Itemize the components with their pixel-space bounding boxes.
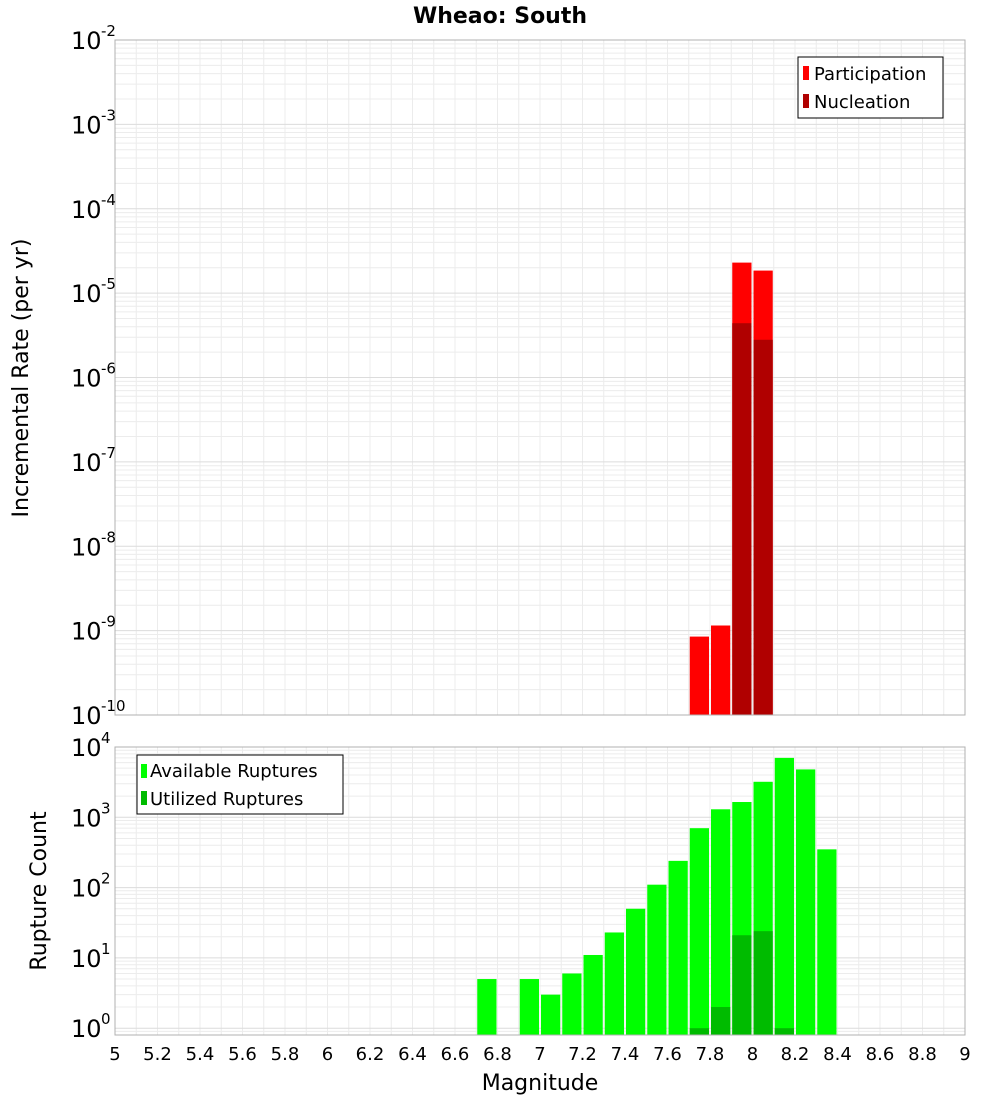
rupture-count-y-axis-label: Rupture Count — [27, 811, 52, 971]
rate-y-tick-label: 10 — [71, 533, 102, 561]
incremental-rate-y-axis-label: Incremental Rate (per yr) — [9, 239, 34, 518]
incremental-rate-panel: 10-210-310-410-510-610-710-810-910-10 In… — [9, 22, 966, 730]
bar-available-ruptures — [647, 884, 667, 1035]
magnitude-x-tick-label: 5.8 — [271, 1044, 300, 1065]
incremental-rate-grid — [115, 40, 965, 715]
rate-y-tick-label: 10 — [71, 280, 102, 308]
legend-swatch-nucleation — [803, 94, 809, 108]
bar-available-ruptures — [796, 769, 816, 1035]
bar-available-ruptures — [604, 932, 624, 1035]
bar-available-ruptures — [626, 908, 646, 1035]
rate-y-tick-exponent: -4 — [101, 191, 116, 209]
bar-nucleation — [732, 323, 752, 715]
count-y-tick-label: 10 — [71, 875, 102, 903]
rate-y-tick-label: 10 — [71, 702, 102, 730]
bar-available-ruptures — [689, 828, 709, 1035]
magnitude-x-tick-label: 5.4 — [186, 1044, 215, 1065]
rupture-count-bars — [477, 757, 837, 1035]
magnitude-x-tick-label: 8.2 — [781, 1044, 810, 1065]
rate-y-tick-exponent: -8 — [101, 528, 116, 546]
bar-available-ruptures — [774, 757, 794, 1035]
incremental-rate-y-ticks: 10-210-310-410-510-610-710-810-910-10 — [71, 22, 126, 730]
magnitude-x-tick-label: 7.6 — [653, 1044, 682, 1065]
legend-swatch-participation — [803, 66, 809, 80]
bar-available-ruptures — [562, 973, 582, 1035]
bar-utilized-ruptures — [753, 931, 773, 1035]
bar-available-ruptures — [583, 954, 603, 1035]
bar-nucleation — [753, 339, 773, 715]
legend-label-available-ruptures: Available Ruptures — [150, 761, 318, 782]
magnitude-x-tick-label: 5 — [109, 1044, 120, 1065]
magnitude-x-tick-label: 8.4 — [823, 1044, 852, 1065]
bar-available-ruptures — [817, 849, 837, 1035]
legend-label-nucleation: Nucleation — [814, 92, 910, 113]
bar-available-ruptures — [519, 979, 539, 1035]
count-y-tick-exponent: 2 — [101, 870, 111, 888]
magnitude-x-tick-label: 7.2 — [568, 1044, 597, 1065]
bar-available-ruptures — [541, 994, 561, 1035]
incremental-rate-bars — [689, 262, 773, 715]
magnitude-x-tick-label: 6.4 — [398, 1044, 427, 1065]
bar-utilized-ruptures — [711, 1007, 731, 1035]
magnitude-x-tick-label: 5.2 — [143, 1044, 172, 1065]
rate-y-tick-exponent: -2 — [101, 22, 116, 40]
magnitude-x-tick-label: 8 — [747, 1044, 758, 1065]
magnitude-x-tick-label: 6 — [322, 1044, 333, 1065]
rate-y-tick-exponent: -7 — [101, 444, 116, 462]
rate-y-tick-label: 10 — [71, 196, 102, 224]
legend-swatch-available-ruptures — [141, 764, 147, 778]
rate-y-tick-label: 10 — [71, 27, 102, 55]
magnitude-x-tick-label: 5.6 — [228, 1044, 257, 1065]
magnitude-x-tick-label: 7 — [534, 1044, 545, 1065]
bar-participation — [711, 625, 731, 715]
rupture-count-legend: Available Ruptures Utilized Ruptures — [136, 754, 344, 815]
bar-utilized-ruptures — [774, 1028, 794, 1035]
magnitude-x-axis-label: Magnitude — [482, 1071, 599, 1096]
rate-y-tick-exponent: -6 — [101, 360, 116, 378]
count-y-tick-exponent: 1 — [101, 940, 111, 958]
count-y-tick-label: 10 — [71, 1015, 102, 1043]
rate-y-tick-label: 10 — [71, 365, 102, 393]
chart-title: Wheao: South — [413, 4, 587, 29]
rate-y-tick-exponent: -10 — [101, 697, 126, 715]
rate-y-tick-exponent: -5 — [101, 275, 116, 293]
rate-y-tick-exponent: -3 — [101, 106, 116, 124]
rupture-count-plot-border — [114, 746, 966, 1036]
bar-utilized-ruptures — [732, 935, 752, 1035]
count-y-tick-exponent: 0 — [101, 1010, 111, 1028]
bar-available-ruptures — [668, 860, 688, 1035]
rate-y-tick-label: 10 — [71, 449, 102, 477]
magnitude-x-tick-label: 6.8 — [483, 1044, 512, 1065]
rate-y-tick-label: 10 — [71, 618, 102, 646]
count-y-tick-exponent: 3 — [101, 799, 111, 817]
bar-utilized-ruptures — [689, 1028, 709, 1035]
count-y-tick-label: 10 — [71, 734, 102, 762]
count-y-tick-label: 10 — [71, 945, 102, 973]
legend-label-utilized-ruptures: Utilized Ruptures — [150, 789, 303, 810]
legend-label-participation: Participation — [814, 64, 926, 85]
magnitude-x-ticks: 5 5.2 5.4 5.6 5.8 6 6.2 6.4 6.6 6.8 7 7.2 7.4 7.6 7.8 8… — [109, 1044, 970, 1065]
magnitude-x-tick-label: 9 — [959, 1044, 970, 1065]
rupture-count-legend-box — [136, 754, 344, 815]
count-y-tick-label: 10 — [71, 804, 102, 832]
bar-participation — [689, 636, 709, 715]
incremental-rate-legend: Participation Nucleation — [797, 56, 944, 119]
rate-y-tick-exponent: -9 — [101, 613, 116, 631]
magnitude-x-tick-label: 6.2 — [356, 1044, 385, 1065]
magnitude-x-tick-label: 7.8 — [696, 1044, 725, 1065]
magnitude-x-tick-label: 7.4 — [611, 1044, 640, 1065]
incremental-rate-legend-box — [797, 56, 944, 119]
magnitude-x-tick-label: 8.6 — [866, 1044, 895, 1065]
legend-swatch-utilized-ruptures — [141, 791, 147, 805]
rate-y-tick-label: 10 — [71, 111, 102, 139]
bar-available-ruptures — [711, 809, 731, 1035]
count-y-tick-exponent: 4 — [101, 729, 111, 747]
incremental-rate-plot-border — [114, 39, 966, 716]
bar-available-ruptures — [477, 979, 497, 1035]
magnitude-x-tick-label: 6.6 — [441, 1044, 470, 1065]
magnitude-x-tick-label: 8.8 — [908, 1044, 937, 1065]
